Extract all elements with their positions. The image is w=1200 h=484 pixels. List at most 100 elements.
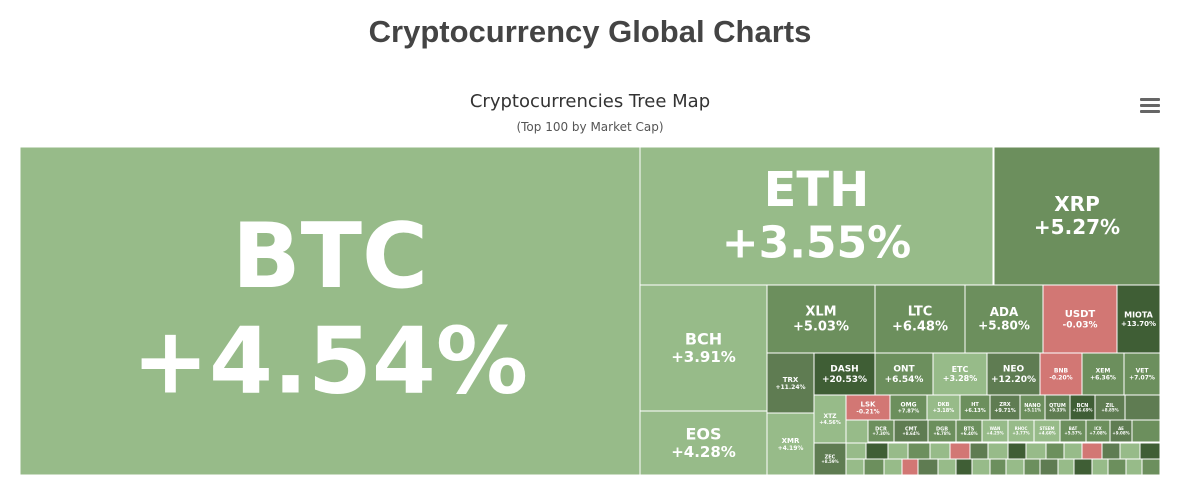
treemap-tile-minor[interactable]	[1119, 442, 1141, 460]
treemap-tile-minor[interactable]	[845, 442, 867, 460]
treemap-tile-change: +7.08%	[1089, 431, 1106, 436]
treemap-tile-symbol: ETH	[764, 162, 870, 218]
treemap-tile-minor[interactable]	[887, 442, 909, 460]
treemap-tile-etc[interactable]	[932, 352, 988, 396]
treemap-tile-symbol: BAT	[1069, 426, 1078, 431]
treemap-tile-minor[interactable]	[937, 458, 957, 476]
treemap-tile-minor[interactable]	[1139, 442, 1161, 460]
treemap-tile-symbol: HT	[971, 402, 979, 408]
treemap-tile-minor[interactable]	[1081, 442, 1103, 460]
treemap-tile-change: +9.71%	[994, 408, 1016, 414]
treemap-tile-qtum[interactable]	[1044, 394, 1071, 421]
treemap-tile-minor[interactable]	[865, 442, 889, 460]
treemap-tile-minor[interactable]	[1063, 442, 1083, 460]
treemap-tile-minor[interactable]	[1141, 458, 1161, 476]
treemap-tile-change: +9.33%	[1049, 408, 1066, 413]
page-title: Cryptocurrency Global Charts	[368, 14, 812, 49]
treemap-tile-eth[interactable]	[639, 146, 994, 286]
treemap-tile-minor[interactable]	[987, 442, 1009, 460]
treemap-tile-change: +12.20%	[991, 375, 1036, 385]
treemap-tile-symbol: BCH	[685, 329, 722, 348]
treemap-tile-xmr[interactable]	[766, 412, 815, 476]
treemap-tile-change: +5.57%	[1064, 431, 1081, 436]
treemap-tile-eos[interactable]	[639, 410, 768, 476]
treemap-tile-minor[interactable]	[1131, 419, 1161, 443]
treemap-tile-zil[interactable]	[1094, 394, 1126, 421]
treemap-tile-change: +5.11%	[1024, 408, 1041, 413]
treemap-tile-change: +6.36%	[1090, 374, 1116, 381]
treemap-tile-symbol: WAN	[990, 426, 1001, 431]
treemap-tile-symbol: LSK	[861, 400, 877, 408]
treemap-tile-xlm[interactable]	[766, 284, 876, 354]
treemap-tile-change: +3.91%	[671, 348, 736, 366]
treemap-tile-change: +6.40%	[960, 431, 977, 436]
treemap-tile-minor[interactable]	[929, 442, 951, 460]
treemap-tile-minor[interactable]	[845, 458, 865, 476]
treemap-tile-minor[interactable]	[907, 442, 931, 460]
treemap-tile-symbol: ICX	[1094, 426, 1102, 431]
treemap-tile-bnb[interactable]	[1039, 352, 1083, 396]
treemap-tile-minor[interactable]	[971, 458, 991, 476]
treemap-tile-minor[interactable]	[989, 458, 1007, 476]
treemap-tile-usdt[interactable]	[1042, 284, 1118, 354]
treemap-tile-symbol: DASH	[830, 365, 858, 375]
treemap-tile-minor[interactable]	[955, 458, 973, 476]
treemap-tile-dash[interactable]	[813, 352, 876, 396]
treemap-tile-symbol: ADA	[990, 305, 1019, 319]
treemap-tile-minor[interactable]	[1124, 394, 1161, 421]
treemap-tile-minor[interactable]	[1107, 458, 1127, 476]
treemap-tile-btc[interactable]	[19, 146, 641, 476]
treemap-tile-minor[interactable]	[1025, 442, 1047, 460]
treemap-tile-minor[interactable]	[1023, 458, 1041, 476]
treemap-tile-minor[interactable]	[1125, 458, 1143, 476]
treemap-tile-change: +3.28%	[943, 374, 977, 383]
treemap-tile-ltc[interactable]	[874, 284, 966, 354]
treemap-tile-minor[interactable]	[1005, 458, 1025, 476]
treemap-tile-zec[interactable]	[813, 442, 847, 476]
treemap-tile-lsk[interactable]	[845, 394, 891, 421]
treemap-tile-ada[interactable]	[964, 284, 1044, 354]
treemap-tile-change: +4.60%	[1038, 431, 1055, 436]
treemap-tile-minor[interactable]	[845, 419, 869, 444]
chart-menu-button[interactable]	[1140, 98, 1160, 116]
treemap-tile-xrp[interactable]	[993, 146, 1161, 286]
treemap-tile-bcn[interactable]	[1069, 394, 1096, 421]
treemap-tile-symbol: BNB	[1054, 367, 1069, 374]
treemap-tile-symbol: DKB	[938, 402, 950, 408]
treemap-tile-minor[interactable]	[969, 442, 989, 460]
treemap-tile-neo[interactable]	[986, 352, 1041, 396]
treemap-tile-minor[interactable]	[1039, 458, 1059, 476]
treemap-tile-symbol: ZEC	[825, 454, 836, 460]
treemap-tile-minor[interactable]	[1007, 442, 1027, 460]
treemap-tile-minor[interactable]	[917, 458, 939, 476]
chart-title: Cryptocurrencies Tree Map	[469, 91, 711, 112]
treemap-tile-ont[interactable]	[874, 352, 934, 396]
treemap-tile-vet[interactable]	[1123, 352, 1161, 396]
treemap-tile-minor[interactable]	[1045, 442, 1065, 460]
treemap-tile-trx[interactable]	[766, 352, 815, 414]
treemap-tile-minor[interactable]	[901, 458, 919, 476]
treemap-tile-change: +4.19%	[778, 445, 804, 452]
treemap-tile-minor[interactable]	[949, 442, 971, 460]
treemap-tile-change: +3.55%	[722, 217, 912, 268]
treemap-tile-symbol: ZIL	[1106, 403, 1115, 409]
treemap-tile-symbol: ZRX	[999, 402, 1010, 408]
treemap-tile-symbol: XLM	[805, 305, 836, 320]
treemap-tile-symbol: XEM	[1096, 367, 1111, 374]
treemap-tile-symbol: RHOC	[1015, 426, 1028, 431]
treemap-tile-symbol: NEO	[1003, 365, 1025, 375]
treemap-tile-change: +7.07%	[1129, 374, 1155, 381]
treemap-tile-minor[interactable]	[1073, 458, 1093, 476]
treemap-tile-minor[interactable]	[1101, 442, 1121, 460]
treemap-tile-minor[interactable]	[883, 458, 903, 476]
treemap-tile-minor[interactable]	[1057, 458, 1075, 476]
treemap-tile-symbol: EOS	[685, 424, 721, 443]
treemap-tile-xem[interactable]	[1081, 352, 1125, 396]
treemap-tile-change: -0.21%	[856, 408, 879, 415]
treemap-tile-symbol: AE	[1118, 426, 1124, 431]
treemap-tile-symbol: BTC	[232, 204, 428, 309]
treemap-tile-symbol: XTZ	[823, 413, 837, 420]
treemap-tile-ae[interactable]	[1109, 419, 1133, 443]
treemap-tile-minor[interactable]	[1091, 458, 1109, 476]
treemap-tile-minor[interactable]	[863, 458, 885, 476]
